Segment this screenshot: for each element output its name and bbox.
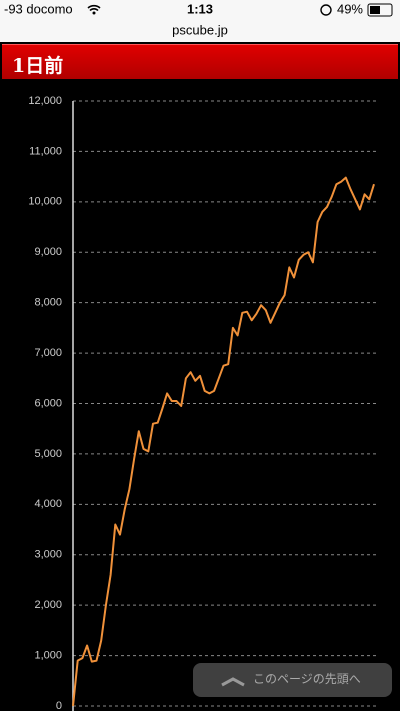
status-bar: -93 docomo 1:13 49% pscube.jp [0,0,400,42]
battery-icon [367,3,393,17]
y-tick-label: 10,000 [28,196,62,208]
y-tick-label: 11,000 [29,145,62,157]
y-tick-label: 5,000 [34,448,62,460]
rotation-lock [320,4,332,16]
battery-level [370,6,380,14]
wifi-icon [87,4,101,12]
y-tick-label: 8,000 [34,297,62,309]
y-tick-label: 6,000 [34,397,62,409]
y-tick-label: 1,000 [34,649,62,661]
header: 1日前 [2,44,398,79]
button-bg [193,663,392,697]
status-svg: -93 docomo 1:13 49% pscube.jp [4,1,393,37]
clock: 1:13 [187,1,213,16]
url: pscube.jp [172,22,228,37]
wifi-dot [92,11,96,15]
chart: 0 1,000 2,000 3,000 4,000 5,000 6,000 7,000 8,00… [28,95,392,711]
y-tick-label: 9,000 [34,246,62,258]
button-chevron [221,677,245,687]
button-label: このページの先頭へ [253,672,361,686]
y-tick-label: 3,000 [34,549,62,561]
y-tick-label: 4,000 [34,498,62,510]
y-tick-label: 7,000 [34,347,62,359]
data-line [72,176,375,707]
y-tick-label: 0 [56,700,62,711]
y-tick-label: 2,000 [34,599,62,611]
carrier: -93 docomo [4,1,73,16]
header-title: 1日前 [12,55,64,77]
battery-text: 49% [337,1,363,16]
y-tick-label: 12,000 [28,95,62,107]
back-to-top-button[interactable]: このページの先頭へ [193,663,392,697]
